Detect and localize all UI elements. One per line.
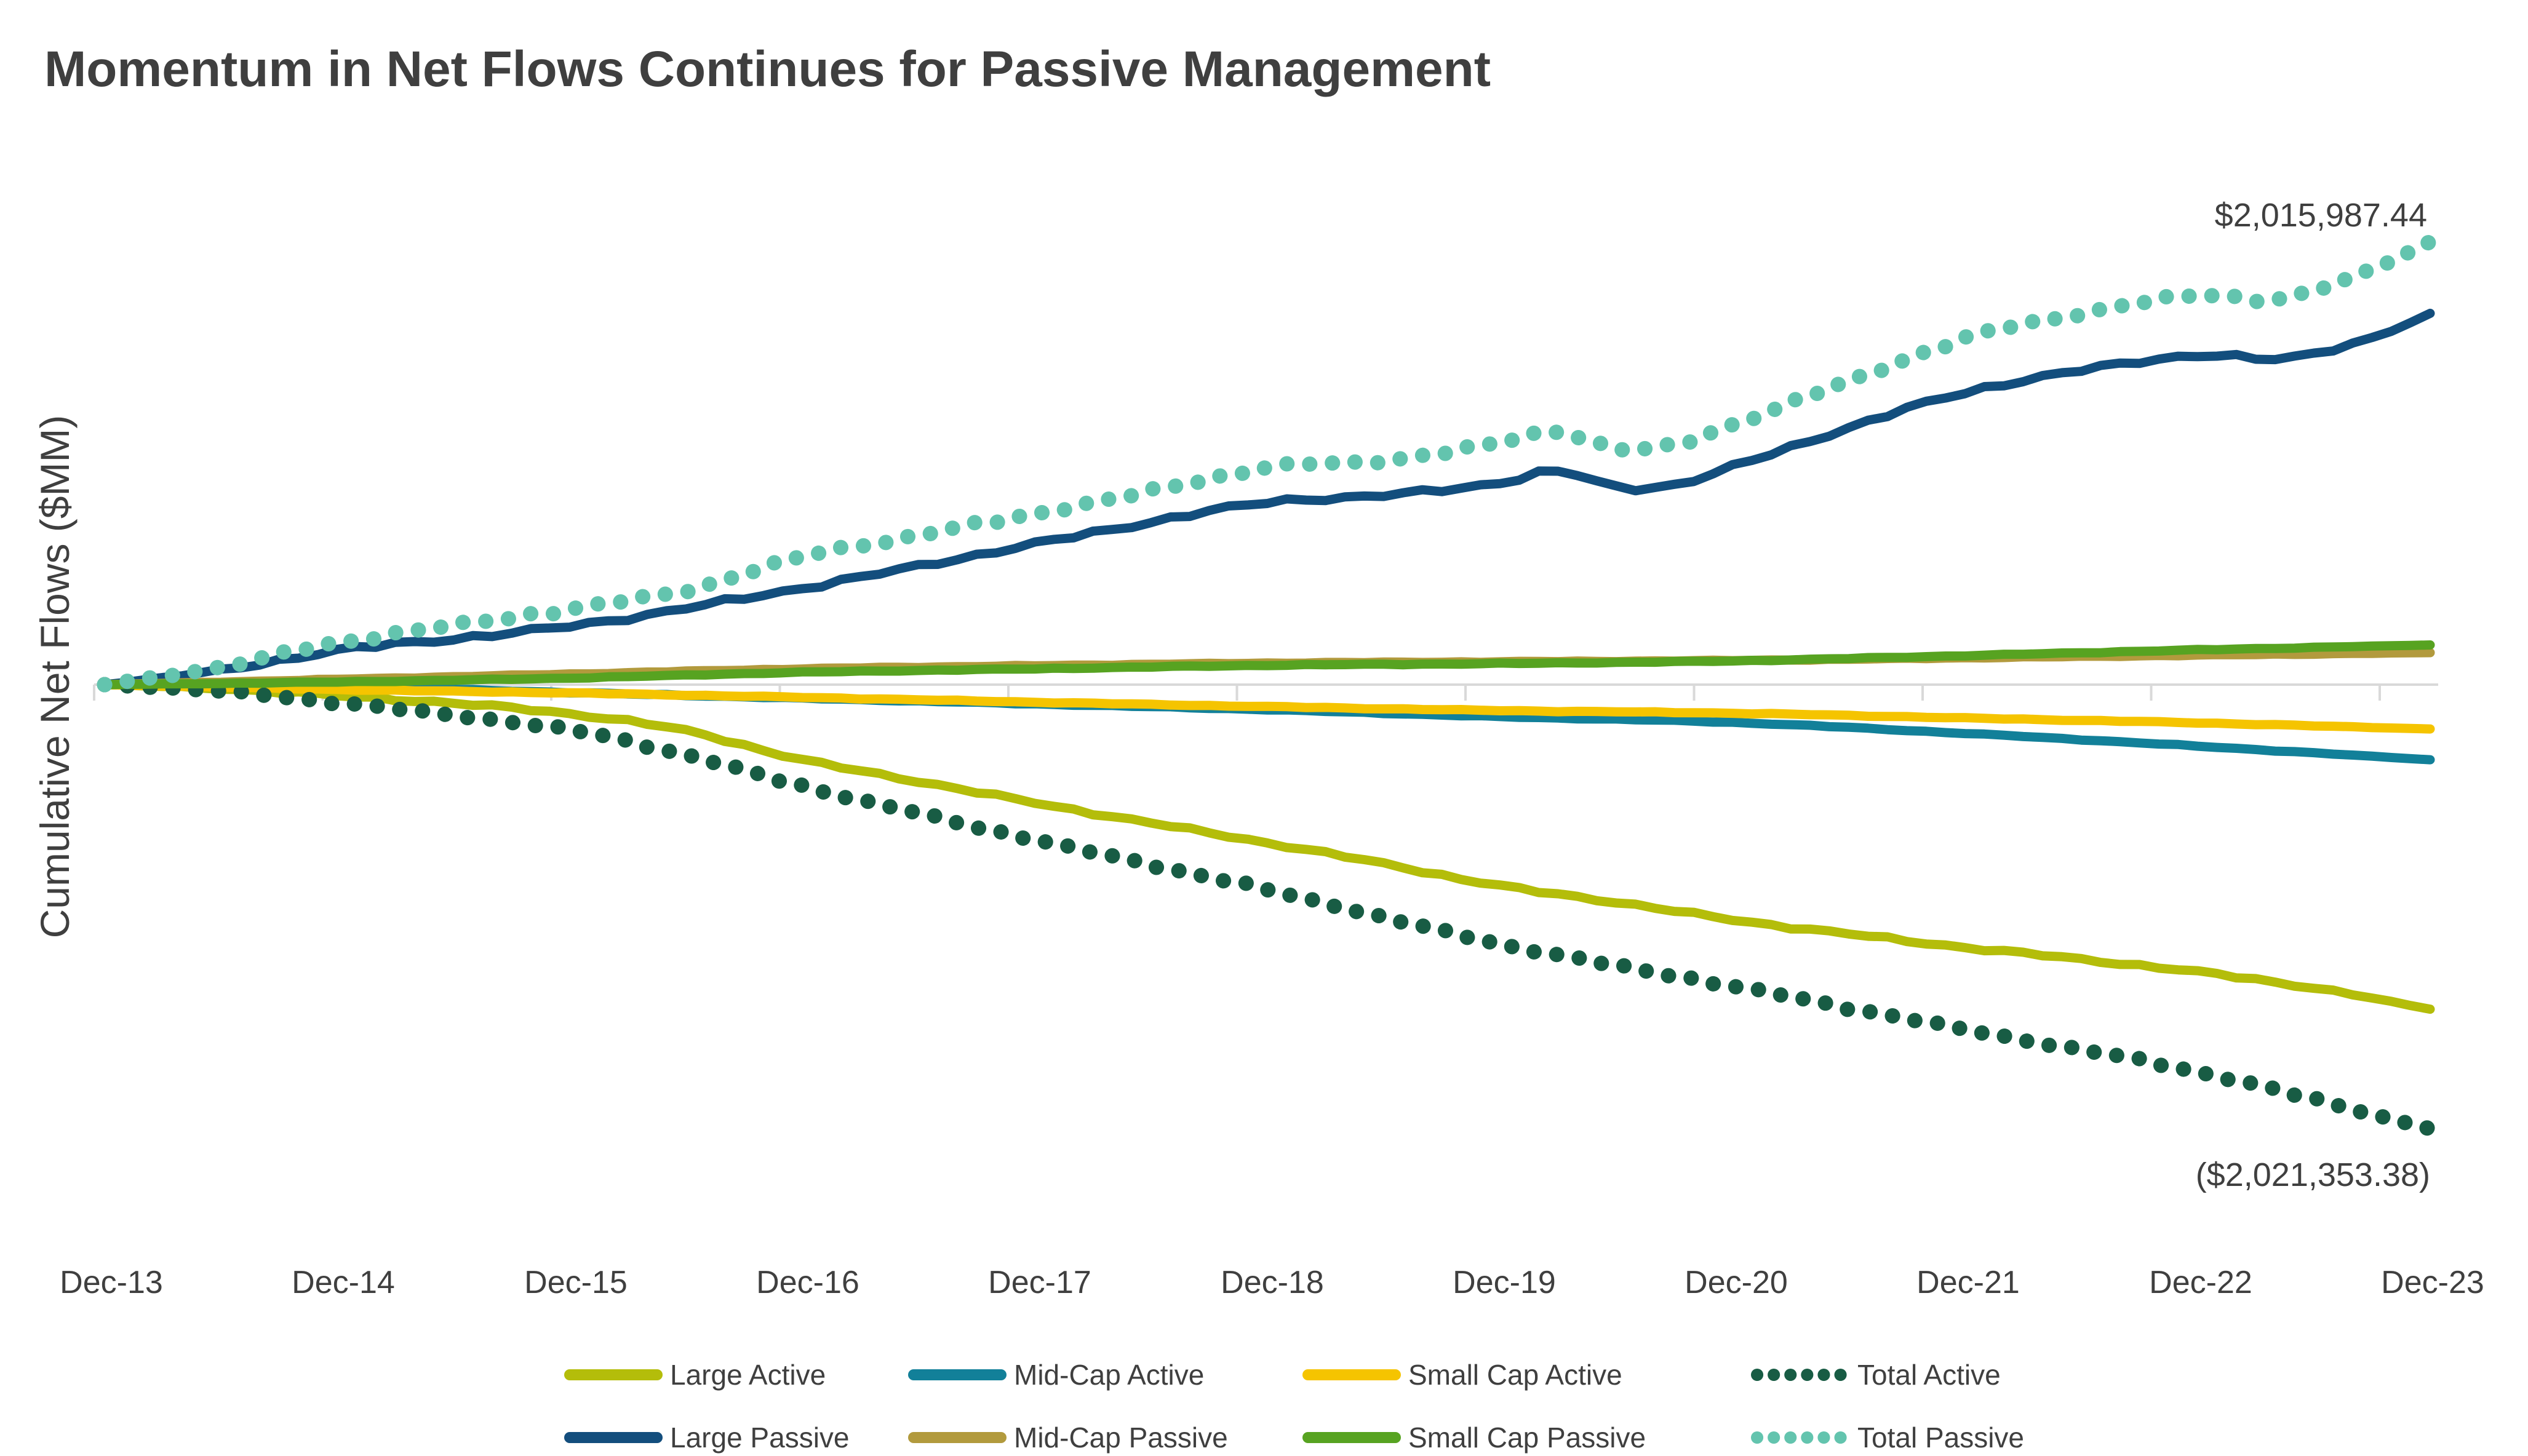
series-line-large-active	[100, 680, 2435, 1014]
x-tick-label-dec-23: Dec-23	[2381, 1265, 2484, 1300]
series-line-total-passive	[97, 234, 2438, 693]
annotation-final-total-active: ($2,021,353.38)	[2196, 1156, 2430, 1193]
legend-item-mid-cap-active: Mid-Cap Active	[908, 1359, 1204, 1391]
x-tick-label-dec-21: Dec-21	[1916, 1265, 2020, 1300]
legend-label-total-active: Total Active	[1857, 1359, 2001, 1391]
legend-item-large-active: Large Active	[564, 1359, 826, 1391]
legend-label-small-cap-active: Small Cap Active	[1408, 1359, 1622, 1391]
legend: Large Active Mid-Cap Active Small Cap Acti…	[564, 1359, 2024, 1454]
series-line-large-passive	[100, 308, 2435, 690]
annotation-final-total-passive: $2,015,987.44	[2215, 197, 2427, 234]
x-tick-label-dec-17: Dec-17	[988, 1265, 1091, 1300]
series-line-total-active	[97, 677, 2438, 1137]
legend-label-mid-cap-passive: Mid-Cap Passive	[1014, 1422, 1228, 1454]
legend-item-small-cap-active: Small Cap Active	[1302, 1359, 1622, 1391]
y-axis-title: Cumulative Net Flows ($MM)	[32, 415, 78, 939]
x-tick-label-dec-20: Dec-20	[1685, 1265, 1788, 1300]
x-tick-label-dec-18: Dec-18	[1221, 1265, 1324, 1300]
legend-label-mid-cap-active: Mid-Cap Active	[1014, 1359, 1204, 1391]
legend-label-large-active: Large Active	[670, 1359, 826, 1391]
x-axis-labels: Dec-13 Dec-14 Dec-15 Dec-16 Dec-17 Dec-18 Dec-…	[60, 1265, 2484, 1300]
legend-label-large-passive: Large Passive	[670, 1422, 850, 1454]
legend-item-total-passive: Total Passive	[1751, 1422, 2024, 1454]
x-tick-label-dec-14: Dec-14	[292, 1265, 395, 1300]
legend-item-total-active: Total Active	[1751, 1359, 2001, 1391]
x-tick-label-dec-19: Dec-19	[1453, 1265, 1556, 1300]
chart-title: Momentum in Net Flows Continues for Pass…	[44, 41, 1491, 97]
legend-label-small-cap-passive: Small Cap Passive	[1408, 1422, 1646, 1454]
x-tick-label-dec-16: Dec-16	[756, 1265, 859, 1300]
series-line-small-cap-active	[100, 680, 2435, 734]
legend-item-small-cap-passive: Small Cap Passive	[1302, 1422, 1646, 1454]
series-layer	[97, 234, 2438, 1137]
x-tick-label-dec-13: Dec-13	[60, 1265, 163, 1300]
legend-item-large-passive: Large Passive	[564, 1422, 850, 1454]
x-tick-label-dec-22: Dec-22	[2149, 1265, 2252, 1300]
legend-label-total-passive: Total Passive	[1857, 1422, 2024, 1454]
legend-item-mid-cap-passive: Mid-Cap Passive	[908, 1422, 1228, 1454]
x-tick-label-dec-15: Dec-15	[524, 1265, 628, 1300]
series-line-small-cap-passive	[100, 640, 2435, 690]
